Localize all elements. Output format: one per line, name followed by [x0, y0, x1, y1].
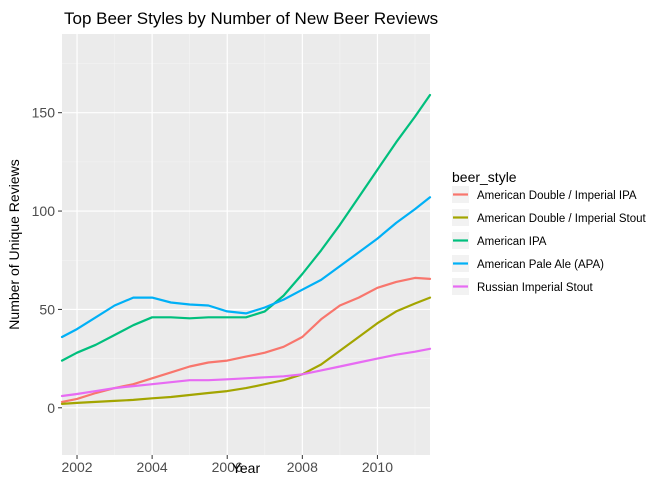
series-line-1	[60, 296, 432, 405]
major-gridlines	[62, 34, 430, 455]
x-tick-label: 2004	[137, 459, 168, 475]
y-axis: 0 50 100 150	[32, 105, 62, 416]
x-tick-label: 2006	[212, 459, 243, 475]
x-tick-label: 2002	[61, 459, 92, 475]
y-tick-label: 100	[32, 203, 56, 219]
plot-panel	[60, 34, 432, 455]
chart-title: Top Beer Styles by Number of New Beer Re…	[64, 9, 438, 28]
legend-title: beer_style	[452, 169, 517, 185]
legend-label: American Pale Ale (APA)	[477, 259, 604, 271]
y-tick-label: 150	[32, 105, 56, 121]
series-line-2	[60, 93, 432, 362]
x-axis-title: Year	[232, 460, 261, 476]
panel-background	[62, 34, 430, 455]
legend-label: American IPA	[477, 236, 547, 248]
x-axis: 2002 2004 2006 2008 2010	[61, 455, 393, 475]
series-line-4	[60, 347, 432, 398]
legend-label: Russian Imperial Stout	[477, 282, 593, 294]
legend: beer_style American Double / Imperial IP…	[452, 169, 647, 295]
x-tick-label: 2008	[287, 459, 318, 475]
x-tick-label: 2010	[362, 459, 393, 475]
y-tick-label: 50	[39, 301, 55, 317]
y-tick-label: 0	[47, 400, 55, 416]
series-line-3	[60, 196, 432, 339]
y-axis-title: Number of Unique Reviews	[6, 159, 22, 329]
legend-items: American Double / Imperial IPA American D…	[452, 186, 647, 295]
minor-gridlines	[62, 34, 430, 455]
legend-label: American Double / Imperial Stout	[477, 213, 647, 225]
series-lines	[60, 93, 432, 405]
legend-label: American Double / Imperial IPA	[477, 190, 637, 202]
